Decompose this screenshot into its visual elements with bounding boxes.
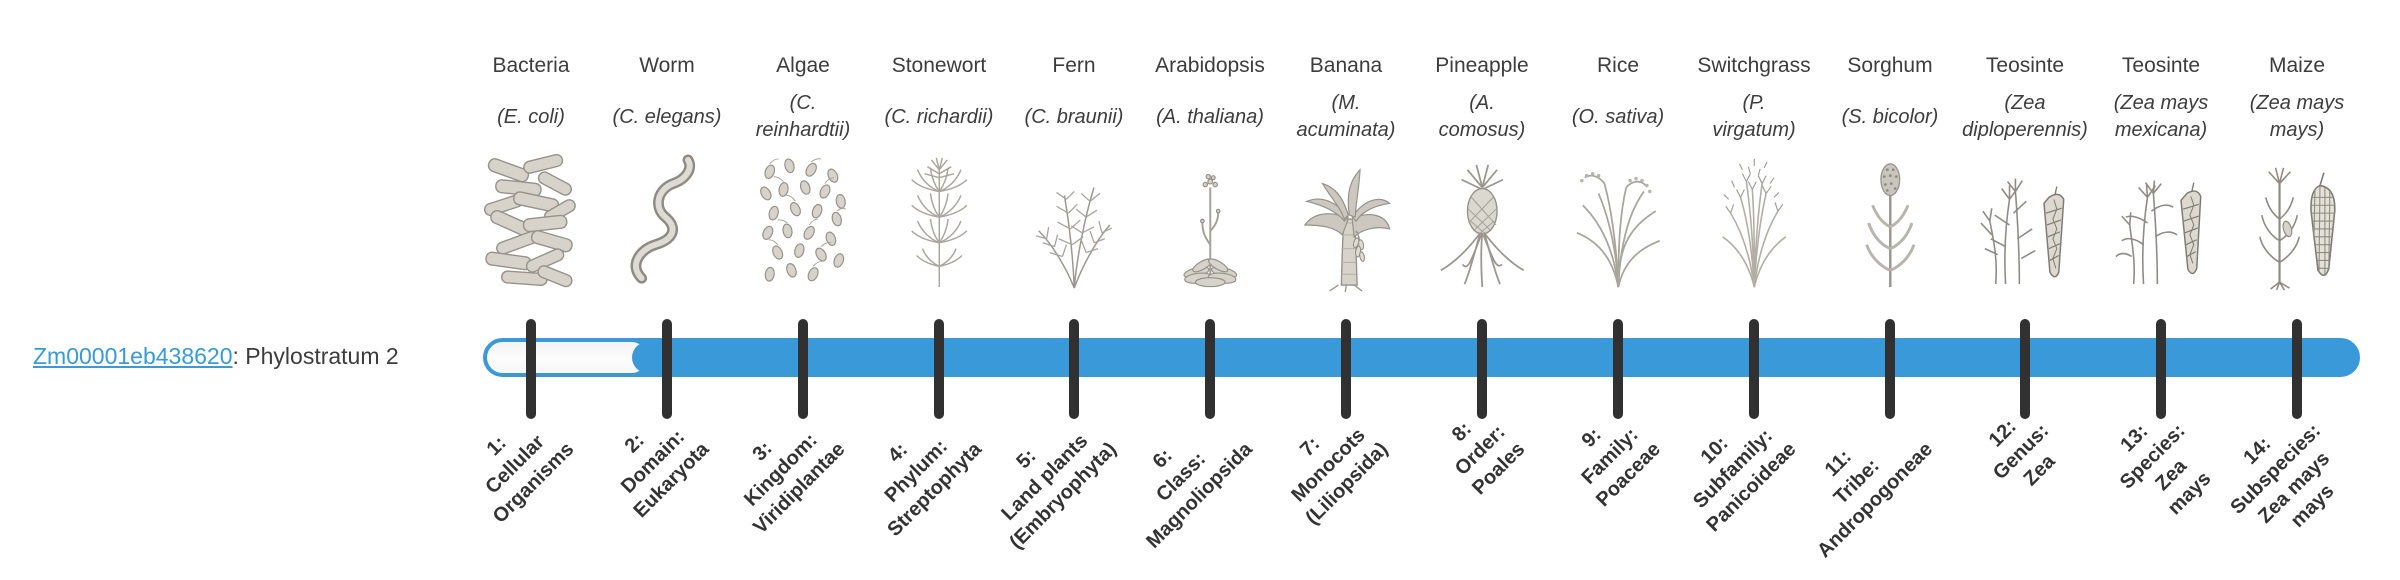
algae-illustration-icon [728,152,878,292]
phylostratum-tick [662,319,672,419]
organism-name: Sorghum [1847,54,1933,77]
organism-name: Teosinte [1985,54,2065,77]
organism-column-teosinte-diploperennis: Teosinte (Zea diploperennis) [1950,52,2100,292]
organism-column-arabidopsis: Arabidopsis (A. thaliana) [1135,52,1285,292]
organism-column-maize: Maize (Zea mays mays) [2222,52,2372,292]
organism-name: Worm [639,54,695,77]
teosinte-mexicana-illustration-icon [2086,152,2236,292]
phylostratum-tick [2292,319,2302,419]
organism-species: (P. virgatum) [1712,92,1796,141]
phylostratum-tick [2156,319,2166,419]
organism-name: Maize [2268,54,2326,77]
organism-species: (Zea mays mexicana) [2113,92,2209,141]
phylostratum-tick [1341,319,1351,419]
sorghum-illustration-icon [1815,152,1965,292]
organism-column-sorghum: Sorghum (S. bicolor) [1815,52,1965,292]
phylostratum-tick [1477,319,1487,419]
organism-name: Switchgrass [1697,54,1811,77]
organism-species: (O. sativa) [1571,105,1665,128]
organism-column-pineapple: Pineapple (A. comosus) [1407,52,1557,292]
phylostratum-tick [1205,319,1215,419]
organism-column-switchgrass: Switchgrass (P. virgatum) [1679,52,1829,292]
organism-name: Algae [776,54,830,77]
phylostratum-tick [1069,319,1079,419]
organism-column-teosinte-mexicana: Teosinte (Zea mays mexicana) [2086,52,2236,292]
organism-species: (C. reinhardtii) [755,92,851,141]
phylostratum-label: 13: Species: Zea mays [2115,419,2216,520]
pineapple-illustration-icon [1407,152,1557,292]
organism-column-algae: Algae (C. reinhardtii) [728,52,878,292]
phylostratum-tick [798,319,808,419]
phylostratum-tick [1613,319,1623,419]
organism-column-bacteria: Bacteria (E. coli) [456,52,606,292]
phylostratum-bar-track [483,338,2360,377]
gene-label: Zm00001eb438620: Phylostratum 2 [33,341,399,371]
phylostratum-tick [526,319,536,419]
phylostratum-label: 5: Land plants (Embryophyta) [997,430,1121,554]
organism-column-worm: Worm (C. elegans) [592,52,742,292]
organism-species: (M. acuminata) [1296,92,1396,141]
phylostratum-label: 3: Kingdom: Viridiplantae [740,429,850,539]
fern-illustration-icon [999,152,1149,292]
organism-species: (C. braunii) [1024,105,1124,128]
organism-name: Teosinte [2121,54,2201,77]
phylostratum-tick [1885,319,1895,419]
organism-species: (Zea mays mays) [2249,92,2345,141]
organism-name: Stonewort [891,54,987,77]
arabidopsis-illustration-icon [1135,152,1285,292]
phylostratum-label: 4: Phylum: Streptophyta [880,435,986,541]
phylostratum-label: 14: Subspecies: Zea mays mays [2226,419,2339,532]
organism-column-stonewort: Stonewort (C. richardii) [864,52,1014,292]
organism-name: Rice [1596,54,1639,77]
phylostratum-label: 7: Monocots (Liliopsida) [1287,424,1393,530]
organism-column-rice: Rice (O. sativa) [1543,52,1693,292]
phylostratum-tick [1749,319,1759,419]
phylostratum-label: 6: Class: Magnoliopsida [1142,438,1257,553]
organism-species: (A. thaliana) [1156,105,1264,128]
phylostratum-label: 2: Domain: Eukaryota [617,425,714,523]
organism-name: Pineapple [1435,54,1529,77]
phylostratum-label: 11: Tribe: Andropogoneae [1812,438,1937,563]
banana-illustration-icon [1271,152,1421,292]
phylostratum-tick [2020,319,2030,419]
stonewort-illustration-icon [864,152,1014,292]
bacteria-illustration-icon [456,152,606,292]
phylostratum-label: 10: Subfamily: Panicoideae [1689,424,1801,537]
organism-species: (Zea diploperennis) [1962,92,2088,141]
switchgrass-illustration-icon [1679,152,1829,292]
gene-id-link[interactable]: Zm00001eb438620 [33,343,233,369]
organism-name: Fern [1052,54,1096,77]
organism-name: Banana [1309,54,1383,77]
teosinte-diploperennis-illustration-icon [1950,152,2100,292]
phylostratum-bar-unfilled-segment [487,342,647,373]
organism-column-fern: Fern (C. braunii) [999,52,1149,292]
organism-species: (C. elegans) [612,105,722,128]
organism-name: Bacteria [492,54,570,77]
organism-species: (A. comosus) [1438,92,1526,141]
organism-species: (E. coli) [497,105,565,128]
organism-name: Arabidopsis [1155,54,1265,77]
worm-illustration-icon [592,152,742,292]
rice-illustration-icon [1543,152,1693,292]
organism-species: (S. bicolor) [1841,105,1939,128]
phylostratum-label: 1: Cellular Organisms [480,430,578,528]
maize-illustration-icon [2222,152,2372,292]
phylostratum-label: 9: Family: Poaceae [1577,423,1665,512]
phylostratum-tick [934,319,944,419]
organism-species: (C. richardii) [884,105,994,128]
gene-phylostratum-text: : Phylostratum 2 [232,343,399,369]
organism-column-banana: Banana (M. acuminata) [1271,52,1421,292]
